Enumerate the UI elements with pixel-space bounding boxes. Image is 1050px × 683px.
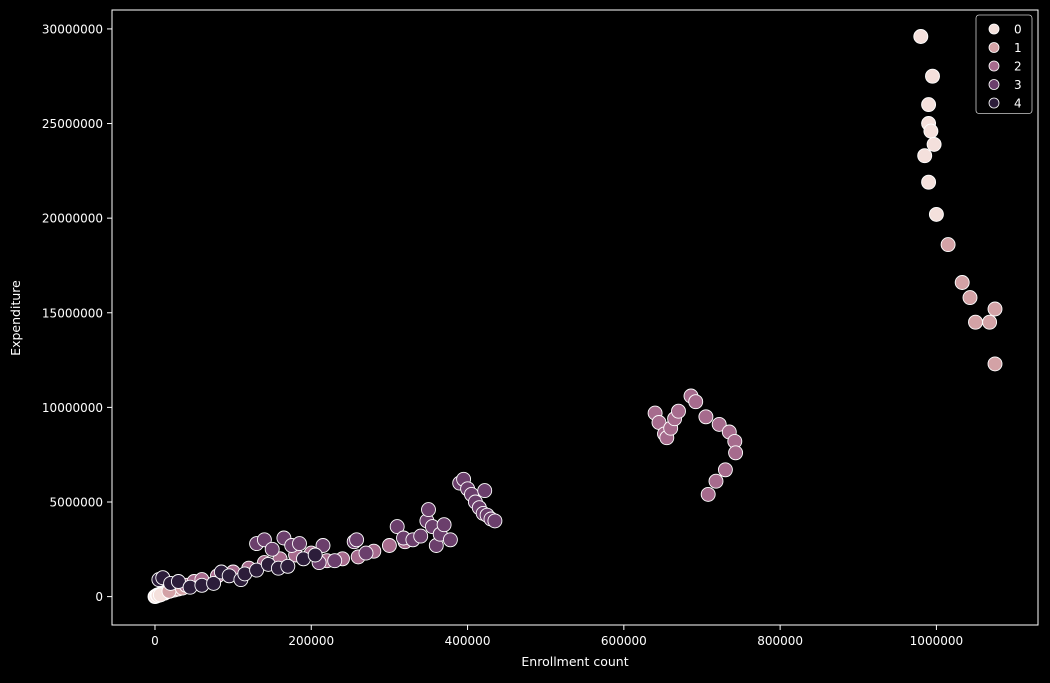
x-axis: 0 200000 400000 600000 800000 1000000: [151, 625, 963, 648]
y-tick-label: 25000000: [42, 117, 103, 131]
data-point: [327, 553, 343, 569]
data-point: [926, 136, 942, 152]
data-point: [968, 314, 983, 330]
legend-label: 1: [1014, 41, 1022, 55]
data-point: [954, 275, 970, 290]
data-point: [292, 536, 307, 552]
data-point: [925, 68, 940, 84]
legend-box: [975, 14, 1033, 114]
y-tick-label: 15000000: [42, 306, 103, 320]
data-point: [307, 547, 323, 563]
data-point: [923, 123, 939, 139]
y-tick-label: 10000000: [42, 401, 103, 415]
y-tick-label: 30000000: [42, 22, 103, 36]
data-point: [982, 314, 998, 330]
series-4: [151, 547, 323, 595]
data-point: [717, 462, 733, 478]
data-point: [698, 409, 714, 425]
data-point: [700, 486, 716, 502]
legend-marker: [988, 79, 1000, 90]
x-tick-label: 1000000: [910, 634, 963, 648]
legend-marker: [988, 23, 1000, 35]
data-point: [940, 237, 956, 253]
legend: 0 1 2 3 4: [975, 14, 1033, 114]
data-point: [671, 403, 686, 419]
data-point: [389, 519, 405, 535]
data-point: [413, 528, 429, 544]
y-tick-label: 5000000: [50, 496, 103, 510]
x-axis-label: Enrollment count: [521, 654, 628, 669]
data-point: [477, 483, 493, 499]
data-point: [206, 575, 222, 591]
data-point: [349, 532, 365, 548]
data-point: [708, 473, 724, 489]
data-point: [358, 545, 374, 561]
x-tick-label: 200000: [288, 634, 334, 648]
legend-label: 2: [1014, 60, 1022, 74]
data-point: [442, 532, 458, 548]
data-point: [436, 517, 452, 533]
series-3: [249, 471, 503, 571]
data-point: [987, 356, 1003, 372]
data-point: [928, 206, 944, 222]
legend-label: 3: [1014, 78, 1022, 92]
data-point: [711, 416, 727, 432]
y-tick-label: 20000000: [42, 212, 103, 226]
data-point: [487, 513, 503, 529]
data-point: [917, 148, 933, 164]
data-point: [987, 301, 1003, 317]
legend-marker: [988, 60, 1000, 72]
data-point: [264, 541, 280, 557]
x-tick-label: 600000: [601, 634, 647, 648]
legend-label: 0: [1014, 23, 1022, 37]
data-point: [962, 290, 978, 306]
data-point: [921, 97, 937, 113]
y-axis-label: Expenditure: [8, 280, 23, 356]
legend-marker: [988, 42, 1000, 53]
plot-frame: [111, 9, 1039, 626]
data-point: [688, 394, 704, 410]
y-axis: 0 5000000 10000000 15000000 20000000 25000000…: [42, 22, 112, 604]
data-point: [381, 538, 397, 553]
data-point: [280, 558, 296, 574]
data-point: [421, 502, 436, 518]
y-tick-label: 0: [95, 590, 103, 604]
data-point: [728, 445, 744, 461]
legend-label: 4: [1014, 97, 1022, 111]
data-point: [921, 174, 937, 190]
data-point: [913, 29, 929, 44]
x-tick-label: 0: [151, 634, 159, 648]
legend-marker: [988, 97, 1000, 109]
x-tick-label: 800000: [757, 634, 803, 648]
marks-layer: [147, 29, 1003, 605]
x-tick-label: 400000: [445, 634, 491, 648]
